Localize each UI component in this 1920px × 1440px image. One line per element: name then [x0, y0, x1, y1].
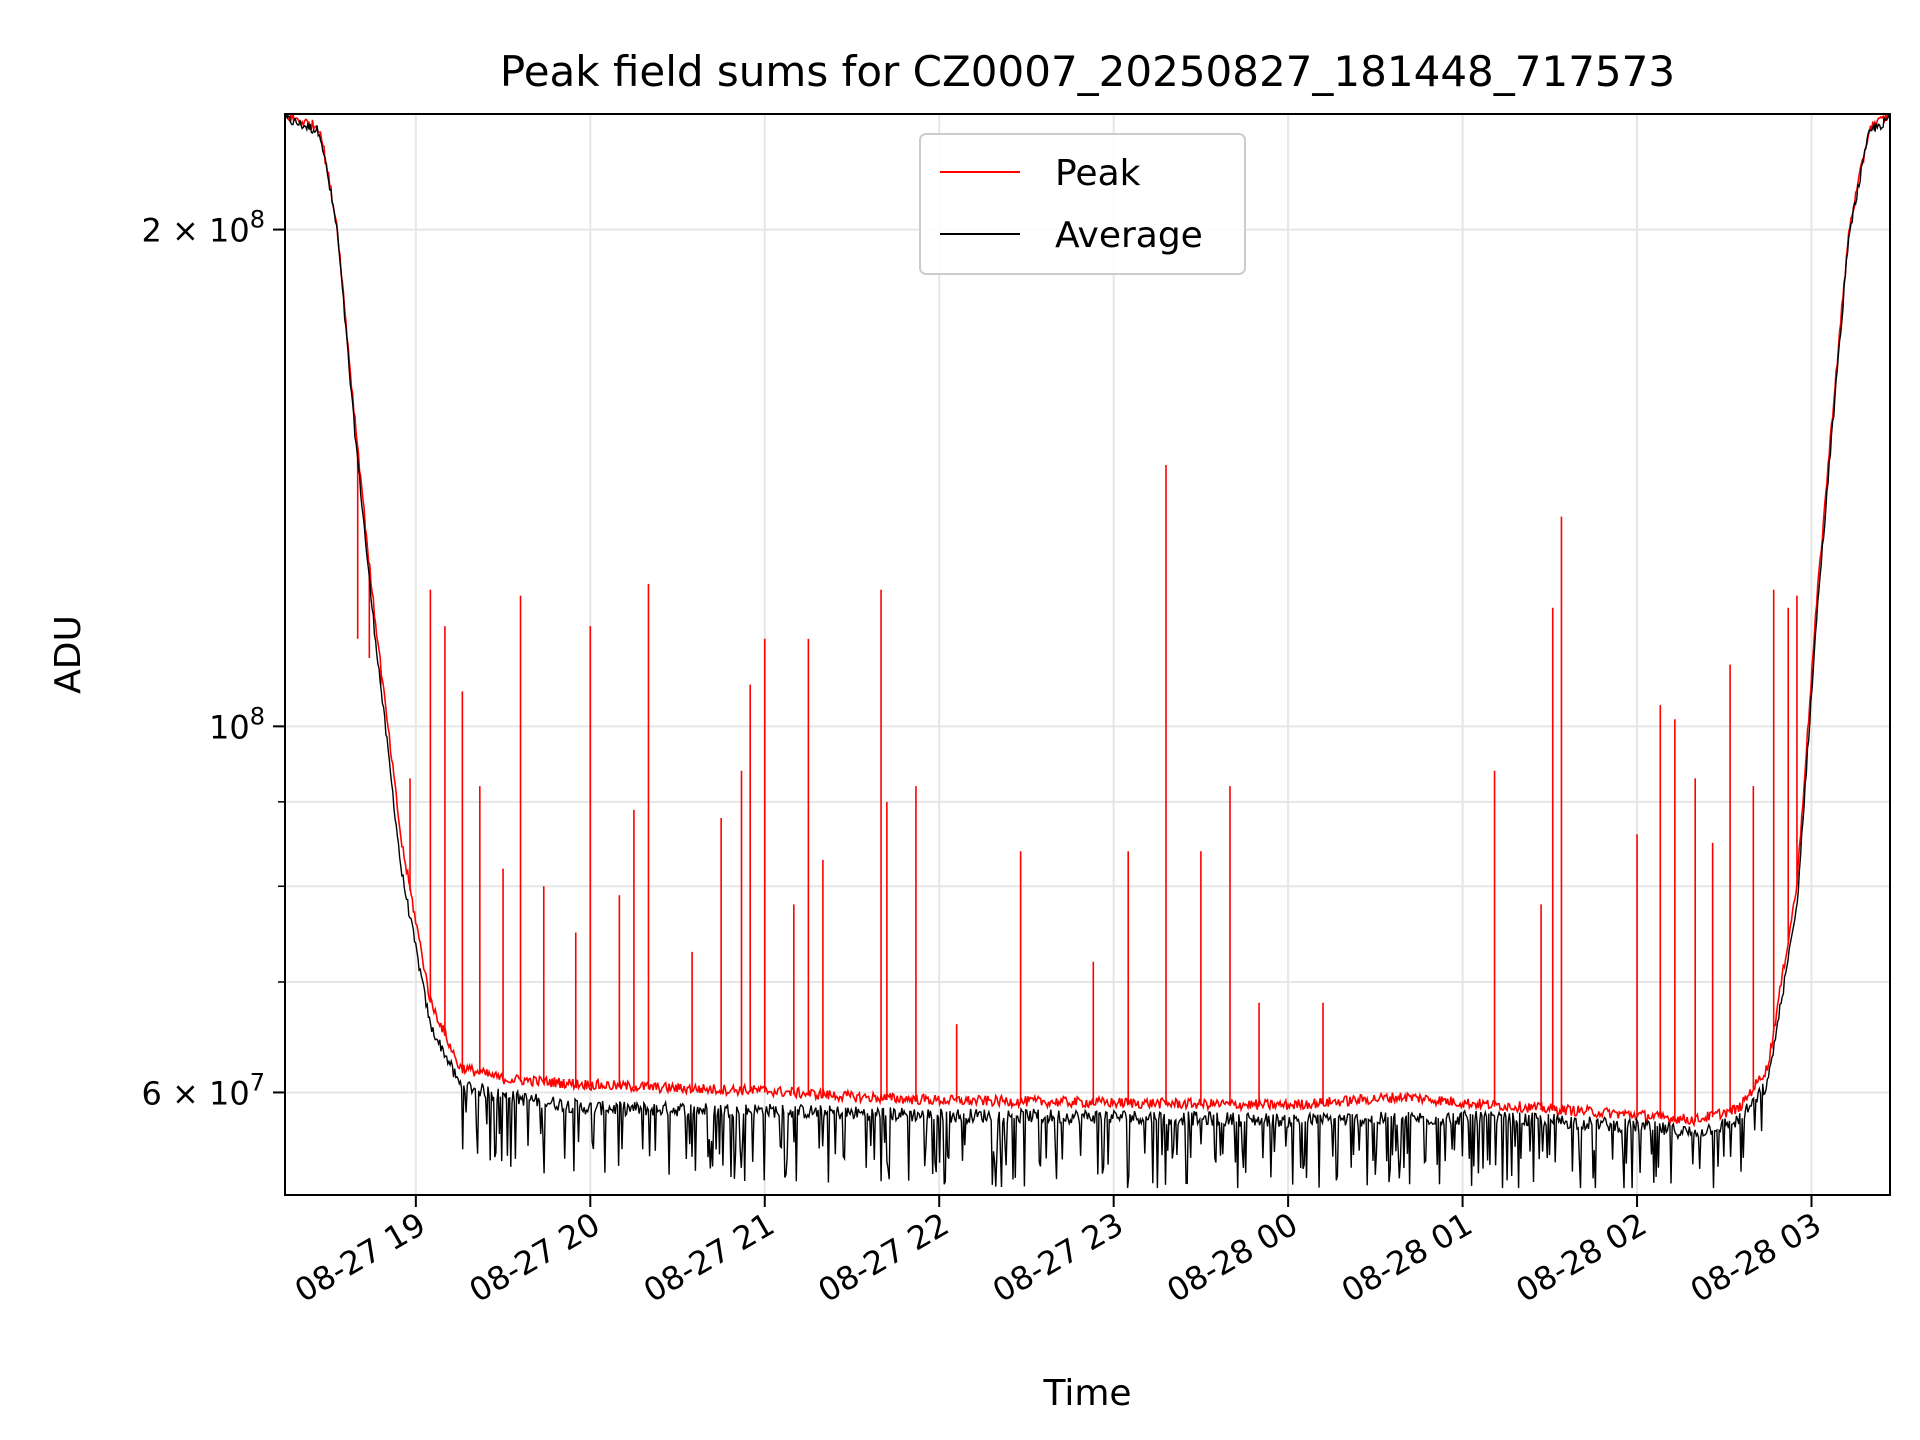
- legend-box: [919, 133, 1246, 275]
- x-axis-label: Time: [1042, 1373, 1131, 1414]
- axes-frame: [284, 113, 1891, 1196]
- series-peak-line: [285, 114, 1890, 1128]
- x-tick-label: 08-28 03: [1684, 1205, 1828, 1310]
- x-tick-label: 08-27 20: [463, 1205, 607, 1310]
- x-axis: 08-27 19 08-27 20 08-27 21 08-27 22 08-27 23…: [288, 1195, 1827, 1310]
- series-average-line: [285, 114, 1890, 1189]
- y-tick-label: 2 × 108: [141, 206, 265, 250]
- series-layer: [285, 114, 1890, 1189]
- x-tick-label: 08-27 21: [637, 1205, 781, 1310]
- chart-title: Peak field sums for CZ0007_20250827_1814…: [500, 47, 1675, 96]
- legend-label: Peak: [1055, 153, 1141, 194]
- x-tick-label: 08-28 01: [1335, 1205, 1479, 1310]
- x-tick-label: 08-27 23: [986, 1205, 1130, 1310]
- grid-lines: [285, 114, 1890, 1195]
- x-tick-label: 08-27 22: [812, 1205, 956, 1310]
- legend: Peak Average: [919, 133, 1246, 275]
- y-axis: 6 × 107 108 2 × 108: [141, 206, 285, 1112]
- y-tick-label: 108: [209, 702, 265, 746]
- plot-area: [285, 114, 1890, 1189]
- legend-label: Average: [1055, 215, 1203, 256]
- y-axis-label: ADU: [48, 615, 89, 694]
- x-tick-label: 08-28 00: [1161, 1205, 1305, 1310]
- y-tick-label: 6 × 107: [141, 1068, 265, 1112]
- x-tick-label: 08-28 02: [1509, 1205, 1653, 1310]
- x-tick-label: 08-27 19: [288, 1205, 432, 1310]
